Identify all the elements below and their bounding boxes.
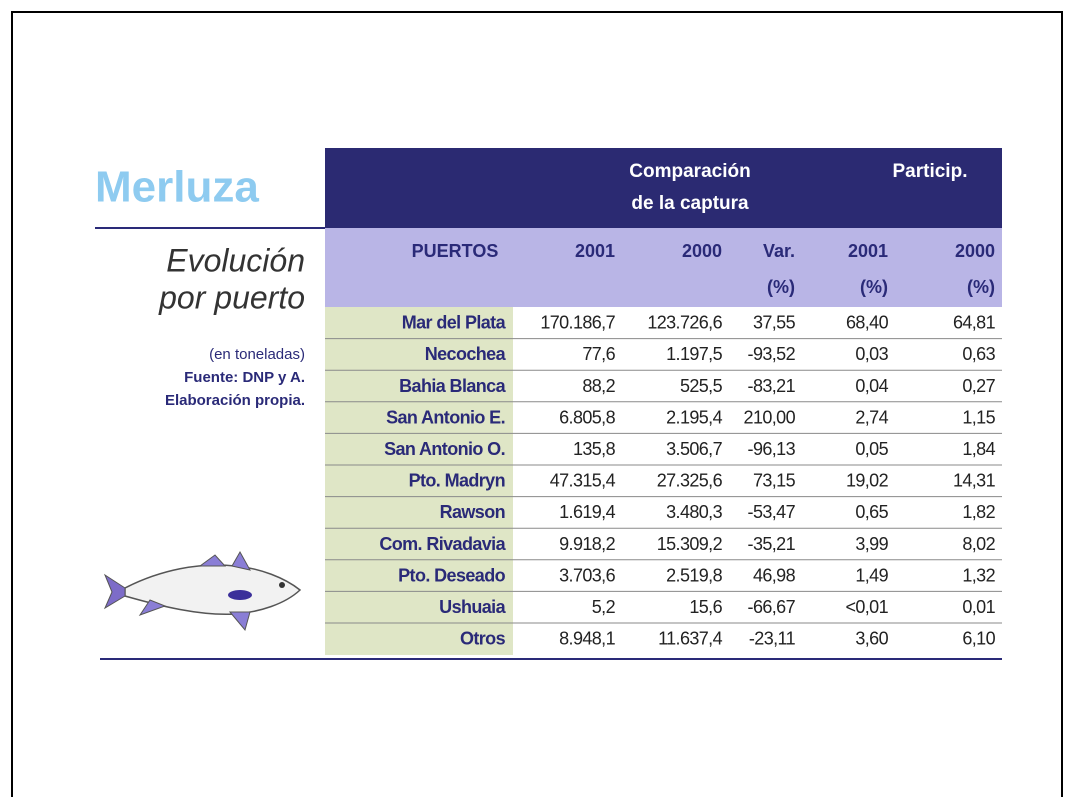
port-name: Ushuaia	[439, 597, 506, 617]
cell: 15.309,2	[657, 534, 723, 554]
cell: 6,10	[962, 629, 995, 649]
column-header: (%)	[767, 277, 795, 297]
cell: 0,04	[855, 376, 888, 396]
cell: 47.315,4	[550, 471, 616, 491]
column-header: (%)	[860, 277, 888, 297]
cell: 2.195,4	[666, 407, 722, 427]
cell: 27.325,6	[657, 471, 723, 491]
cell: 68,40	[846, 313, 889, 333]
group-header: Comparación	[629, 161, 750, 182]
cell: <0,01	[845, 597, 888, 617]
port-name: Pto. Deseado	[398, 565, 505, 585]
cell: -35,21	[748, 534, 796, 554]
column-header: Var.	[763, 241, 795, 261]
cell: 0,27	[962, 376, 995, 396]
cell: 37,55	[753, 313, 796, 333]
port-name: San Antonio O.	[384, 439, 505, 459]
cell: 73,15	[753, 471, 796, 491]
cell: 5,2	[592, 597, 616, 617]
page: Merluza Evolución por puerto (en tonelad…	[0, 0, 1071, 797]
cell: 170.186,7	[540, 313, 615, 333]
cell: 88,2	[582, 376, 615, 396]
cell: 0,05	[855, 439, 888, 459]
port-name: Com. Rivadavia	[379, 534, 506, 554]
cell: 8.948,1	[559, 629, 615, 649]
group-header: de la captura	[631, 193, 749, 214]
column-header: 2001	[575, 241, 615, 261]
cell: 8,02	[962, 534, 995, 554]
cell: 3,99	[855, 534, 888, 554]
cell: 0,65	[855, 502, 888, 522]
cell: 1.619,4	[559, 502, 615, 522]
port-name: Otros	[460, 629, 506, 649]
port-name: Bahia Blanca	[399, 376, 506, 396]
column-header: 2000	[682, 241, 722, 261]
cell: -96,13	[748, 439, 796, 459]
cell: 77,6	[582, 344, 615, 364]
cell: 0,03	[855, 344, 888, 364]
cell: 14,31	[953, 471, 996, 491]
column-header: (%)	[967, 277, 995, 297]
subtitle: por puerto	[158, 279, 305, 315]
cell: 1,84	[962, 439, 995, 459]
cell: 11.637,4	[658, 629, 723, 649]
port-name: San Antonio E.	[386, 407, 505, 427]
cell: 3.506,7	[666, 439, 722, 459]
column-header: 2001	[848, 241, 888, 261]
cell: 3.703,6	[559, 565, 615, 585]
cell: 525,5	[680, 376, 723, 396]
cell: 6.805,8	[559, 407, 615, 427]
cell: 210,00	[744, 407, 796, 427]
note: Elaboración propia.	[165, 392, 305, 409]
port-name: Mar del Plata	[402, 313, 507, 333]
column-header: 2000	[955, 241, 995, 261]
cell: 46,98	[753, 565, 796, 585]
note: (en toneladas)	[209, 346, 305, 363]
cell: 1,82	[962, 502, 995, 522]
cell: -93,52	[748, 344, 796, 364]
cell: 135,8	[573, 439, 616, 459]
cell: 1,49	[855, 565, 888, 585]
cell: 9.918,2	[559, 534, 615, 554]
column-header: PUERTOS	[412, 241, 499, 261]
port-name: Rawson	[440, 502, 505, 522]
title: Merluza	[95, 163, 259, 212]
group-header: Particip.	[893, 161, 968, 182]
cell: 64,81	[953, 313, 996, 333]
cell: -53,47	[748, 502, 796, 522]
cell: 3,60	[855, 629, 888, 649]
port-name: Pto. Madryn	[409, 471, 505, 491]
cell: 1.197,5	[666, 344, 722, 364]
fish-illustration	[105, 552, 300, 630]
cell: 1,32	[962, 565, 995, 585]
cell: 123.726,6	[647, 313, 722, 333]
cell: 2.519,8	[666, 565, 722, 585]
cell: -83,21	[748, 376, 796, 396]
cell: 1,15	[962, 407, 995, 427]
port-name: Necochea	[425, 344, 507, 364]
cell: 0,01	[962, 597, 995, 617]
cell: -23,11	[749, 629, 796, 649]
cell: -66,67	[748, 597, 796, 617]
cell: 19,02	[846, 471, 889, 491]
cell: 3.480,3	[666, 502, 722, 522]
group-header-bg	[325, 148, 1002, 228]
cell: 0,63	[962, 344, 995, 364]
cell: 2,74	[855, 407, 888, 427]
note: Fuente: DNP y A.	[184, 369, 305, 386]
cell: 15,6	[689, 597, 722, 617]
subtitle: Evolución	[166, 242, 305, 278]
